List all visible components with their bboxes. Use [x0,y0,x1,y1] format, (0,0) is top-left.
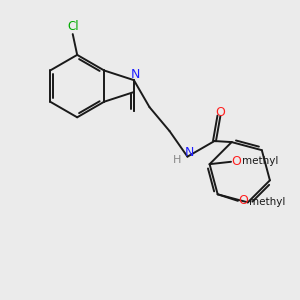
Text: O: O [215,106,225,119]
Text: N: N [131,68,140,81]
Text: O: O [238,194,248,207]
Text: N: N [185,146,194,159]
Text: Cl: Cl [67,20,79,33]
Text: O: O [232,155,242,168]
Text: methyl: methyl [249,197,286,207]
Text: H: H [173,154,181,165]
Text: methyl: methyl [242,156,279,166]
